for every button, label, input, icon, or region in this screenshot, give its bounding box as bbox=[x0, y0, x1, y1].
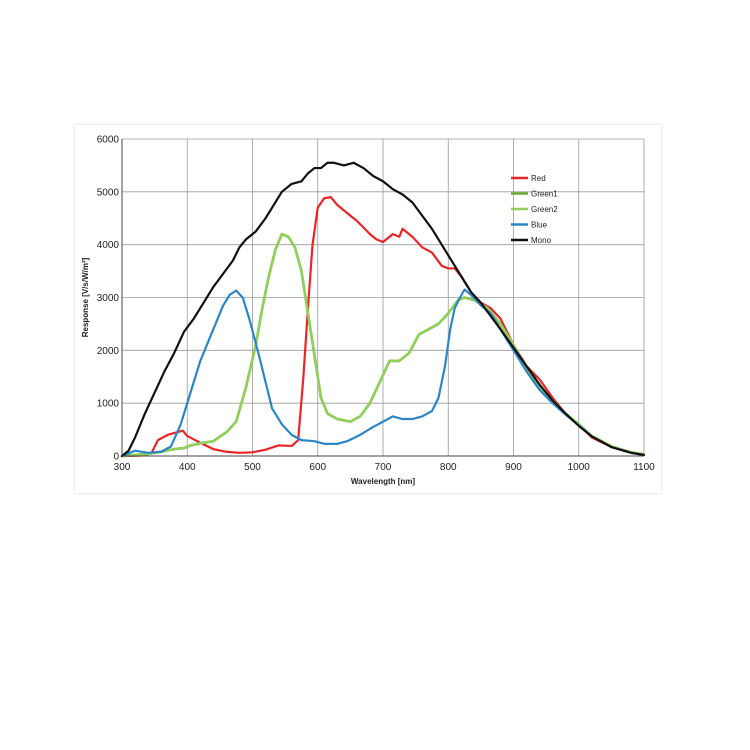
x-axis-title: Wavelength [nm] bbox=[351, 477, 415, 486]
y-tick-label: 4000 bbox=[97, 240, 120, 251]
series-line-blue bbox=[120, 288, 646, 458]
legend: Red Green1 Green2 Blue Mono bbox=[511, 174, 558, 245]
y-tick-label: 2000 bbox=[97, 346, 120, 357]
series-line-mono bbox=[120, 161, 646, 458]
legend-label-blue: Blue bbox=[531, 221, 548, 230]
response-chart: 300 400 500 600 700 800 900 1000 1100 0 1000 2000 30… bbox=[81, 135, 655, 487]
legend-label-red: Red bbox=[531, 174, 546, 183]
series-lines bbox=[120, 161, 646, 458]
grid bbox=[121, 138, 645, 457]
legend-label-green1: Green1 bbox=[531, 190, 558, 199]
y-tick-label: 1000 bbox=[97, 399, 120, 410]
x-tick-label: 700 bbox=[375, 462, 392, 473]
y-tick-label: 6000 bbox=[97, 135, 120, 146]
y-axis-title: Response [V/s/W/m²] bbox=[81, 257, 90, 337]
legend-label-mono: Mono bbox=[531, 236, 552, 245]
y-tick-label: 3000 bbox=[97, 293, 120, 304]
x-tick-label: 500 bbox=[244, 462, 261, 473]
x-tick-label: 300 bbox=[114, 462, 131, 473]
x-tick-label: 1000 bbox=[568, 462, 591, 473]
legend-label-green2: Green2 bbox=[531, 205, 558, 214]
x-tick-label: 900 bbox=[505, 462, 522, 473]
x-tick-label: 1100 bbox=[633, 462, 655, 473]
y-tick-label: 5000 bbox=[97, 187, 120, 198]
x-tick-label: 600 bbox=[309, 462, 326, 473]
chart-figure: 300 400 500 600 700 800 900 1000 1100 0 1000 2000 30… bbox=[75, 125, 661, 493]
axes: 300 400 500 600 700 800 900 1000 1100 0 1000 2000 30… bbox=[97, 135, 655, 474]
x-tick-label: 400 bbox=[179, 462, 196, 473]
x-tick-label: 800 bbox=[440, 462, 457, 473]
y-tick-label: 0 bbox=[113, 452, 119, 463]
